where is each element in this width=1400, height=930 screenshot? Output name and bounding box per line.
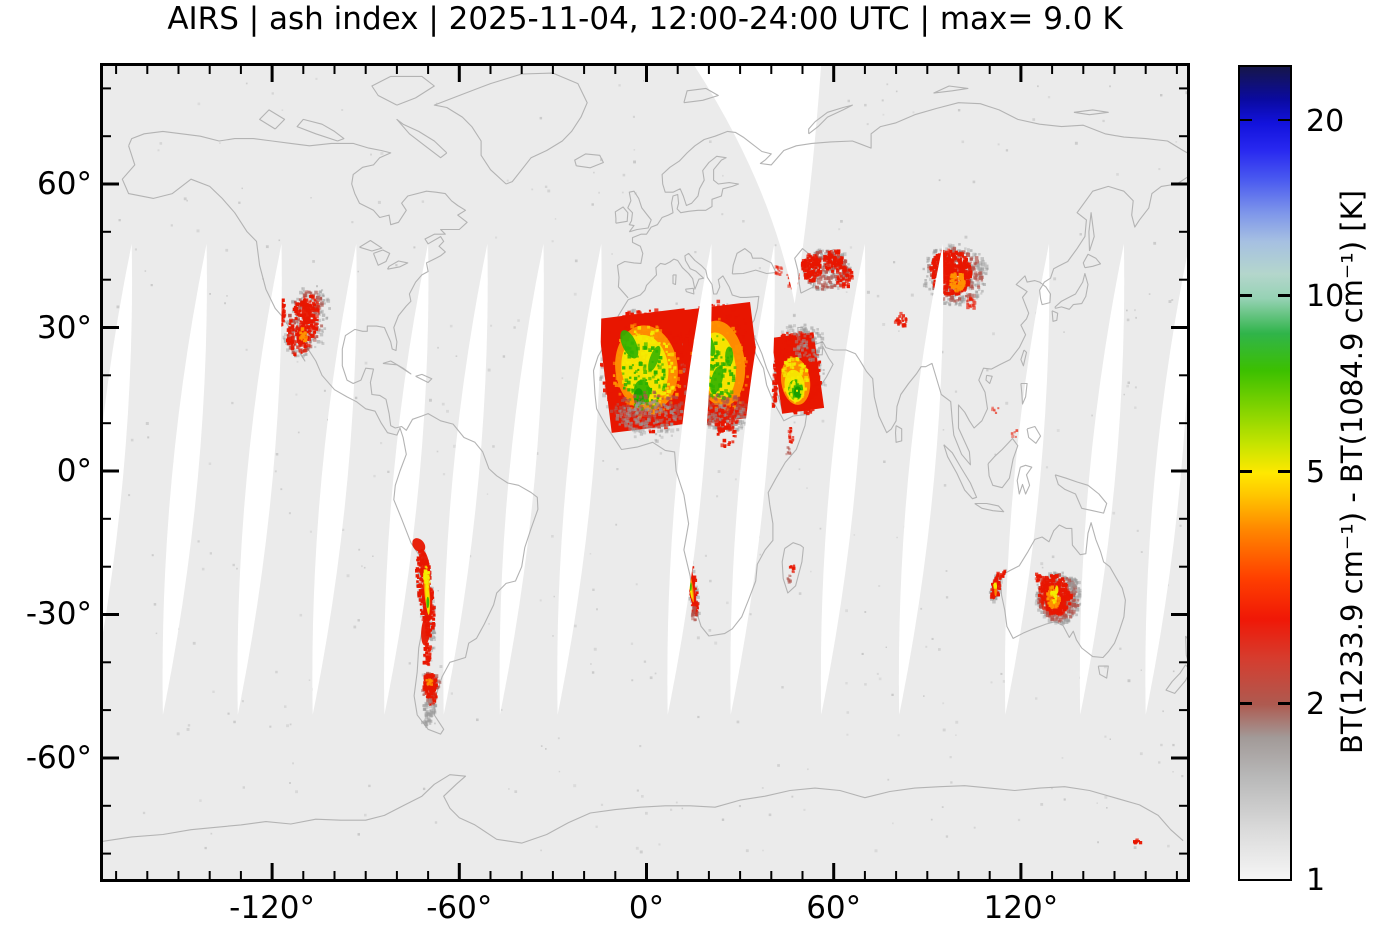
colorbar-unit-label: BT(1233.9 cm⁻¹) - BT(1084.9 cm⁻¹) [K] [1335, 190, 1369, 754]
axis-ticks [102, 65, 1188, 880]
ash-region-australia-central [1034, 571, 1083, 626]
y-tick-label: -30° [25, 596, 92, 633]
ash-region-madagascar-specks [786, 564, 796, 584]
x-tick-label: 120° [983, 890, 1059, 926]
colorbar-tick [1278, 470, 1290, 473]
x-tick-label: 0° [628, 890, 665, 926]
y-tick-label: -60° [25, 739, 92, 776]
x-tick-label: -120° [229, 890, 316, 926]
colorbar-tick [1240, 294, 1252, 297]
ash-region-namib-coast [684, 554, 701, 622]
ash-region-australia-west [988, 569, 1007, 604]
colorbar-tick-label: 2 [1306, 687, 1326, 723]
colorbar-tick [1240, 118, 1252, 122]
y-tick-label: 60° [37, 166, 92, 203]
colorbar-tick [1240, 702, 1252, 705]
y-tick-label: 30° [37, 309, 92, 346]
ash-overlay [278, 243, 1143, 845]
colorbar-tick-label: 10 [1306, 279, 1345, 315]
colorbar-tick-label: 20 [1306, 103, 1345, 139]
chart-title: AIRS | ash index | 2025-11-04, 12:00-24:… [167, 1, 1123, 37]
ash-region-patagonia [421, 671, 442, 728]
ash-region-middle-east-caspian [774, 248, 854, 292]
x-tick-label: 60° [806, 890, 862, 926]
ash-region-central-east-asia [893, 243, 989, 328]
ash-region-western-north-america [278, 285, 331, 358]
ash-region-antarctica-speck [1133, 838, 1143, 845]
colorbar-tick [1278, 702, 1290, 705]
ash-region-eastern-sahara [678, 299, 765, 448]
x-tick-label: -60° [426, 890, 493, 926]
colorbar-tick [1240, 470, 1252, 473]
plot-frame [100, 63, 1190, 882]
swath-gaps [100, 64, 1190, 715]
colorbar-tick [1278, 294, 1290, 297]
ash-region-horn-of-africa [785, 427, 795, 456]
ash-region-arabian-peninsula [769, 323, 827, 416]
colorbar [1238, 65, 1292, 881]
map-svg [100, 63, 1190, 882]
ash-region-se-asia-specks [991, 406, 1019, 438]
y-tick-label: 0° [56, 453, 92, 489]
coastlines [100, 72, 1190, 844]
colorbar-tick [1278, 118, 1290, 122]
ash-region-andes-atacama [412, 538, 437, 667]
world-map-plot [100, 63, 1190, 882]
coverage-background [100, 63, 1190, 882]
ash-region-anatolia-specks [767, 277, 775, 286]
colorbar-tick-label: 1 [1306, 862, 1326, 898]
colorbar-tick-label: 5 [1306, 454, 1326, 490]
